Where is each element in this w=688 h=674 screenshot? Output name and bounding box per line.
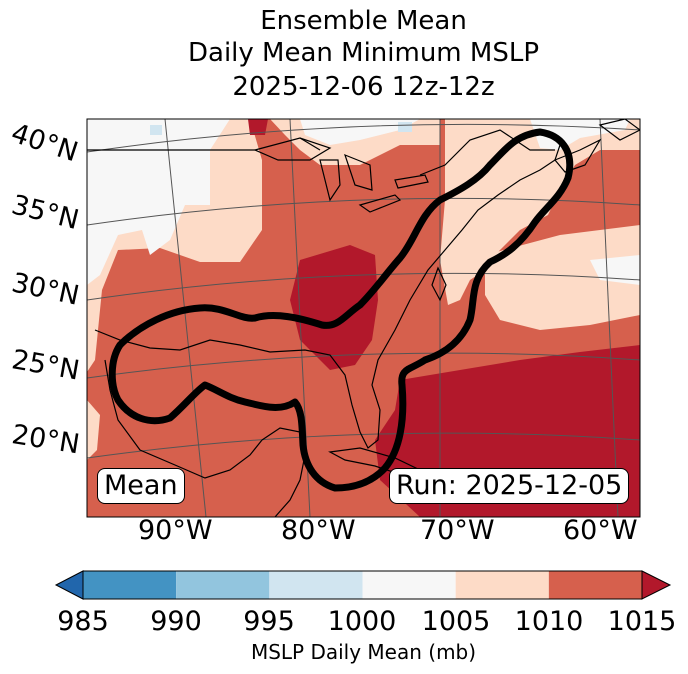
colorbar-frame (82, 570, 643, 600)
colorbar-over-arrow (641, 570, 672, 600)
meridian-60w (599, 119, 619, 517)
colorbar-tick-995: 995 (243, 606, 295, 637)
title-line-2: Daily Mean Minimum MSLP (187, 38, 539, 68)
field-zone-northwest-white (87, 119, 230, 285)
great-lakes-ontario (394, 174, 429, 189)
great-lakes-michigan (319, 159, 341, 202)
mean-label-box: Mean (97, 468, 185, 504)
colorbar-bin-990-995 (176, 571, 270, 599)
colorbar-tick-1015: 1015 (607, 606, 677, 637)
parallel-35n (87, 197, 640, 226)
lon-label-60w: 60°W (563, 515, 638, 546)
field-zone-low-blue (150, 125, 162, 135)
field-zone-south-pink (87, 400, 100, 460)
field-zone-low-blue-2 (398, 122, 412, 132)
great-lakes-erie (358, 194, 402, 213)
run-label-box: Run: 2025-12-05 (389, 468, 630, 504)
colorbar-tick-1010: 1010 (514, 606, 584, 637)
coastline-mexico (104, 359, 263, 479)
meridian-90w (164, 119, 207, 517)
title-line-1: Ensemble Mean (260, 6, 467, 36)
field-zone-high-southeast (290, 245, 378, 370)
parallel-40n (87, 123, 640, 153)
title-line-3: 2025-12-06 12z-12z (232, 72, 495, 102)
border-us-canada (87, 129, 555, 176)
lon-label-70w: 70°W (420, 515, 495, 546)
colorbar-bin-1005-1010 (455, 571, 549, 599)
parallel-25n (87, 352, 640, 379)
colorbar-tick-985: 985 (57, 606, 109, 637)
colorbar (54, 570, 672, 600)
coastline-gulf (94, 144, 561, 449)
map-frame (86, 118, 641, 518)
field-zone-high-north (248, 119, 268, 135)
colorbar-label: MSLP Daily Mean (mb) (250, 640, 477, 664)
lon-label-90w: 90°W (138, 515, 213, 546)
colorbar-tick-990: 990 (150, 606, 202, 637)
colorbar-tick-1005: 1005 (421, 606, 491, 637)
parallel-30n (87, 272, 640, 301)
lon-label-80w: 80°W (281, 515, 356, 546)
great-lakes-superior (253, 137, 332, 161)
newfoundland (598, 119, 640, 141)
nova-scotia (554, 138, 602, 173)
field-zone-east-white (530, 119, 630, 150)
colorbar-tick-1000: 1000 (327, 606, 397, 637)
colorbar-bin-1000-1005 (362, 571, 456, 599)
colorbar-bin-985-990 (83, 571, 177, 599)
field-zone-atlantic-pink (485, 225, 640, 330)
chesapeake (431, 266, 447, 302)
ensemble-outline (108, 128, 574, 492)
colorbar-under-arrow (54, 570, 84, 600)
great-lakes-huron (344, 153, 373, 191)
colorbar-bin-995-1000 (269, 571, 363, 599)
colorbar-bin-1010-1015 (548, 571, 642, 599)
